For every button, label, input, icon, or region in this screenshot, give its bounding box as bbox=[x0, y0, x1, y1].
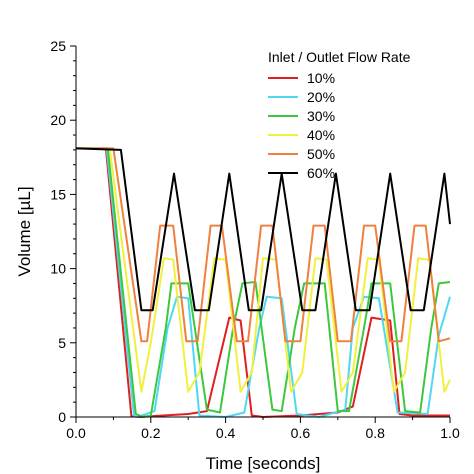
y-axis-label: Volume [µL] bbox=[15, 186, 34, 276]
legend-label: 20% bbox=[307, 89, 335, 105]
x-tick-label: 0.2 bbox=[141, 425, 161, 441]
x-tick-label: 0.6 bbox=[291, 425, 311, 441]
x-tick-label: 0.4 bbox=[216, 425, 236, 441]
x-tick-label: 1.0 bbox=[440, 425, 460, 441]
y-tick-label: 15 bbox=[50, 186, 66, 202]
x-axis-label: Time [seconds] bbox=[206, 454, 321, 473]
legend-label: 60% bbox=[307, 165, 335, 181]
y-tick-label: 20 bbox=[50, 112, 66, 128]
legend: Inlet / Outlet Flow Rate 10% 20% 30% 40% 50% 6… bbox=[268, 49, 411, 181]
x-tick-label: 0.8 bbox=[365, 425, 385, 441]
plot-lines bbox=[75, 147, 451, 418]
x-tick-label: 0.0 bbox=[66, 425, 86, 441]
legend-label: 40% bbox=[307, 127, 335, 143]
y-tick-label: 10 bbox=[50, 261, 66, 277]
series-line-60pct bbox=[75, 147, 451, 312]
legend-label: 50% bbox=[307, 146, 335, 162]
axes: 0.0 0.2 0.4 0.6 0.8 1.0 0 5 10 15 20 25 bbox=[50, 38, 460, 441]
y-tick-label: 25 bbox=[50, 38, 66, 54]
legend-label: 10% bbox=[307, 70, 335, 86]
y-tick-label: 0 bbox=[58, 409, 66, 425]
series-line-30pct bbox=[76, 147, 451, 418]
legend-title: Inlet / Outlet Flow Rate bbox=[268, 49, 411, 65]
y-tick-label: 5 bbox=[58, 335, 66, 351]
legend-label: 30% bbox=[307, 108, 335, 124]
